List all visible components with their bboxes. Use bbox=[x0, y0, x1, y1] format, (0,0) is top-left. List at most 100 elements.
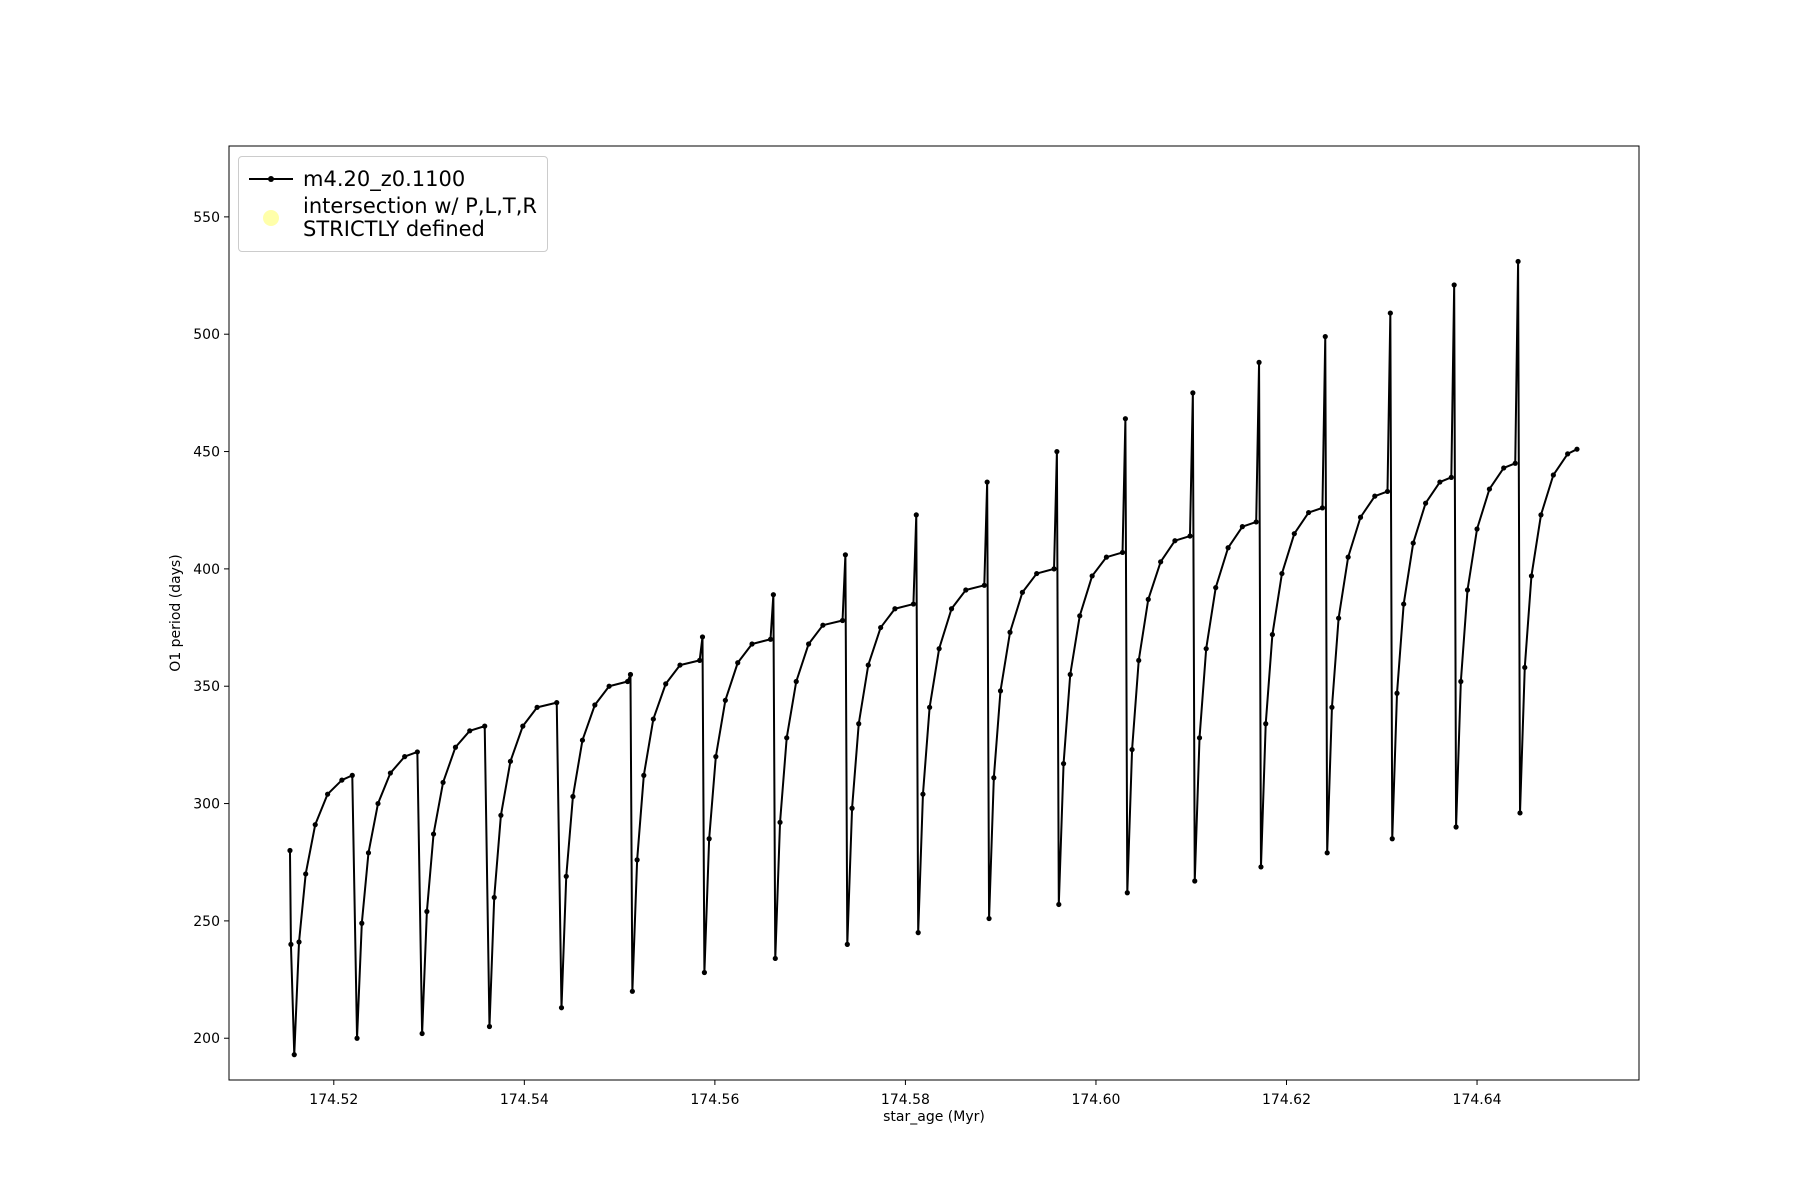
point-marker bbox=[291, 1052, 297, 1058]
x-tick-label: 174.52 bbox=[309, 1092, 358, 1108]
point-marker bbox=[663, 681, 669, 687]
point-marker bbox=[772, 955, 778, 962]
point-marker bbox=[986, 915, 992, 922]
point-marker bbox=[1119, 549, 1126, 556]
point-marker bbox=[592, 702, 598, 708]
x-tick-label: 174.64 bbox=[1453, 1092, 1502, 1108]
point-marker bbox=[984, 479, 990, 485]
point-marker bbox=[1279, 570, 1285, 577]
point-marker bbox=[1019, 589, 1026, 595]
point-marker bbox=[288, 941, 294, 947]
point-marker bbox=[820, 622, 826, 628]
y-tick-label: 450 bbox=[193, 445, 220, 461]
point-marker bbox=[677, 662, 683, 668]
point-marker bbox=[767, 636, 774, 642]
point-marker bbox=[486, 1023, 493, 1030]
point-marker bbox=[1263, 721, 1269, 727]
point-marker bbox=[629, 988, 635, 994]
point-marker bbox=[913, 512, 919, 518]
point-marker bbox=[634, 857, 640, 863]
point-marker bbox=[793, 678, 799, 685]
point-marker bbox=[1517, 810, 1523, 816]
point-marker bbox=[606, 683, 612, 689]
point-marker bbox=[1192, 878, 1198, 884]
point-marker bbox=[1550, 472, 1556, 478]
point-marker bbox=[498, 812, 504, 818]
point-marker bbox=[1203, 646, 1209, 652]
point-marker bbox=[354, 1035, 360, 1041]
point-marker bbox=[697, 657, 703, 664]
legend-swatch bbox=[239, 167, 303, 191]
point-marker bbox=[1256, 359, 1262, 365]
point-marker bbox=[1515, 258, 1521, 265]
legend-label: intersection w/ P,L,T,R STRICTLY defined bbox=[303, 194, 537, 241]
point-marker bbox=[1474, 526, 1480, 532]
point-marker bbox=[915, 930, 921, 936]
point-marker bbox=[997, 688, 1004, 694]
point-marker bbox=[625, 678, 631, 685]
point-marker bbox=[936, 646, 942, 652]
y-tick-label: 350 bbox=[193, 679, 220, 695]
point-marker bbox=[1269, 631, 1275, 638]
point-marker bbox=[387, 770, 393, 776]
point-marker bbox=[735, 660, 741, 666]
point-marker bbox=[1122, 416, 1128, 422]
point-marker bbox=[1172, 538, 1178, 544]
point-marker bbox=[1453, 824, 1459, 830]
point-marker bbox=[1512, 460, 1518, 466]
point-marker bbox=[440, 779, 446, 786]
point-marker bbox=[507, 758, 514, 764]
x-tick-label: 174.56 bbox=[690, 1092, 739, 1108]
point-marker bbox=[1054, 448, 1060, 455]
point-marker bbox=[842, 552, 848, 558]
legend-entry: m4.20_z0.1100 bbox=[239, 167, 547, 191]
point-marker bbox=[1384, 488, 1391, 495]
point-marker bbox=[1056, 901, 1062, 908]
x-tick-label: 174.60 bbox=[1071, 1092, 1120, 1108]
point-marker bbox=[1486, 486, 1493, 492]
point-marker bbox=[1357, 514, 1364, 520]
point-marker bbox=[749, 641, 755, 647]
point-marker bbox=[1060, 761, 1067, 767]
point-marker bbox=[963, 587, 969, 593]
point-marker bbox=[1136, 657, 1142, 664]
point-marker bbox=[558, 1005, 565, 1011]
point-marker bbox=[1158, 559, 1164, 565]
point-marker bbox=[579, 737, 586, 743]
point-marker bbox=[1213, 585, 1219, 591]
point-marker bbox=[1528, 573, 1535, 579]
point-marker bbox=[722, 697, 728, 703]
point-marker bbox=[1253, 519, 1259, 525]
x-tick-label: 174.58 bbox=[881, 1092, 930, 1108]
point-marker bbox=[1319, 505, 1326, 511]
point-marker bbox=[650, 716, 656, 722]
point-marker bbox=[359, 920, 365, 926]
point-marker bbox=[424, 908, 430, 915]
series-line bbox=[288, 260, 1578, 1056]
point-marker bbox=[1124, 890, 1130, 896]
point-marker bbox=[806, 641, 812, 647]
x-tick-label: 174.54 bbox=[500, 1092, 549, 1108]
point-marker bbox=[1372, 493, 1378, 499]
x-axis-label: star_age (Myr) bbox=[883, 1109, 985, 1125]
point-marker bbox=[563, 873, 569, 879]
y-tick-label: 250 bbox=[193, 914, 220, 930]
point-marker bbox=[844, 941, 850, 947]
x-tick-label: 174.62 bbox=[1262, 1092, 1311, 1108]
point-marker bbox=[1225, 545, 1231, 551]
point-marker bbox=[1410, 540, 1416, 546]
point-marker bbox=[1522, 664, 1528, 671]
point-marker bbox=[777, 819, 783, 825]
point-marker bbox=[1538, 512, 1544, 518]
point-marker bbox=[430, 831, 437, 837]
point-marker bbox=[927, 704, 933, 710]
y-tick-label: 300 bbox=[193, 797, 220, 813]
point-marker bbox=[1258, 864, 1264, 870]
point-marker bbox=[287, 847, 293, 854]
point-marker bbox=[482, 723, 488, 729]
point-marker bbox=[1322, 333, 1328, 340]
legend-label: m4.20_z0.1100 bbox=[303, 166, 466, 191]
point-marker bbox=[520, 723, 526, 729]
point-marker bbox=[1089, 573, 1095, 579]
